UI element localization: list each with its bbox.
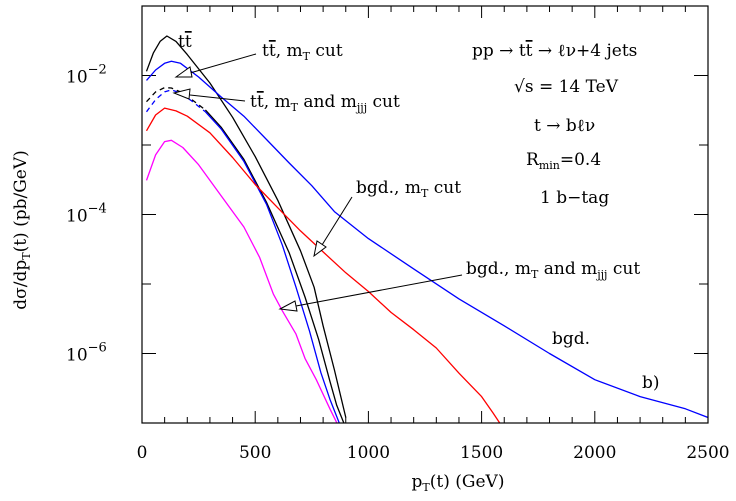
x-tick-label: 0 <box>137 443 148 463</box>
info-energy: √s = 14 TeV <box>514 77 619 97</box>
arrow-bgd-mt-line <box>321 196 353 246</box>
series-line-6 <box>204 111 340 423</box>
plot-frame <box>141 5 709 424</box>
annot-bgd-mt-mjjj: bgd., mT and mjjj cut <box>466 259 640 281</box>
series-line-3 <box>146 86 206 111</box>
arrow-bgd-mt-mjjj-line <box>295 274 463 307</box>
arrow-ttbar-mt-mjjj-line <box>189 94 246 102</box>
arrow-ttbar-mt-line <box>189 53 257 74</box>
y-tick-label: 10−4 <box>66 202 107 227</box>
y-axis-title: dσ/dpT(t) (pb/GeV) <box>11 150 33 310</box>
series-layer <box>145 35 708 423</box>
info-process: pp → tt → ℓν+4 jets <box>472 41 637 61</box>
x-tick-label: 500 <box>239 443 271 463</box>
panel-label: b) <box>642 373 660 393</box>
annot-bgd: bgd. <box>552 329 590 349</box>
annot-ttbar: tt <box>178 32 192 52</box>
series-line-8 <box>145 139 338 423</box>
x-tick-label: 1000 <box>347 443 390 463</box>
annot-ttbar-mt: tt, mT cut <box>262 41 343 63</box>
x-tick-label: 2500 <box>686 443 729 463</box>
info-rmin: Rmin=0.4 <box>526 150 601 172</box>
arrow-bgd-mt-mjjj-head <box>278 300 298 312</box>
info-decay: t → bℓν <box>534 116 595 136</box>
ticks-layer: 0 500 1000 1500 2000 2500 10−6 10−4 10−2 <box>66 5 730 463</box>
info-btag: 1 b−tag <box>540 188 609 208</box>
arrows <box>172 53 463 312</box>
annot-bgd-mt: bgd., mT cut <box>356 178 461 200</box>
arrow-ttbar-mt-mjjj-head <box>172 88 191 100</box>
y-tick-label: 10−2 <box>66 63 107 88</box>
x-axis-title: pT(t) (GeV) <box>412 472 505 494</box>
x-tick-label: 2000 <box>573 443 616 463</box>
series-line-7 <box>145 107 501 423</box>
arrow-ttbar-mt-head <box>174 66 193 78</box>
series-line-1 <box>145 35 347 418</box>
annot-ttbar-mt-mjjj: tt, mT and mjjj cut <box>250 92 400 114</box>
y-tick-label: 10−6 <box>66 341 107 366</box>
series-line-5 <box>204 109 345 423</box>
series-line-2 <box>146 60 708 419</box>
x-tick-label: 1500 <box>460 443 503 463</box>
series-line-4 <box>145 89 206 113</box>
arrow-bgd-mt-head <box>313 240 327 258</box>
